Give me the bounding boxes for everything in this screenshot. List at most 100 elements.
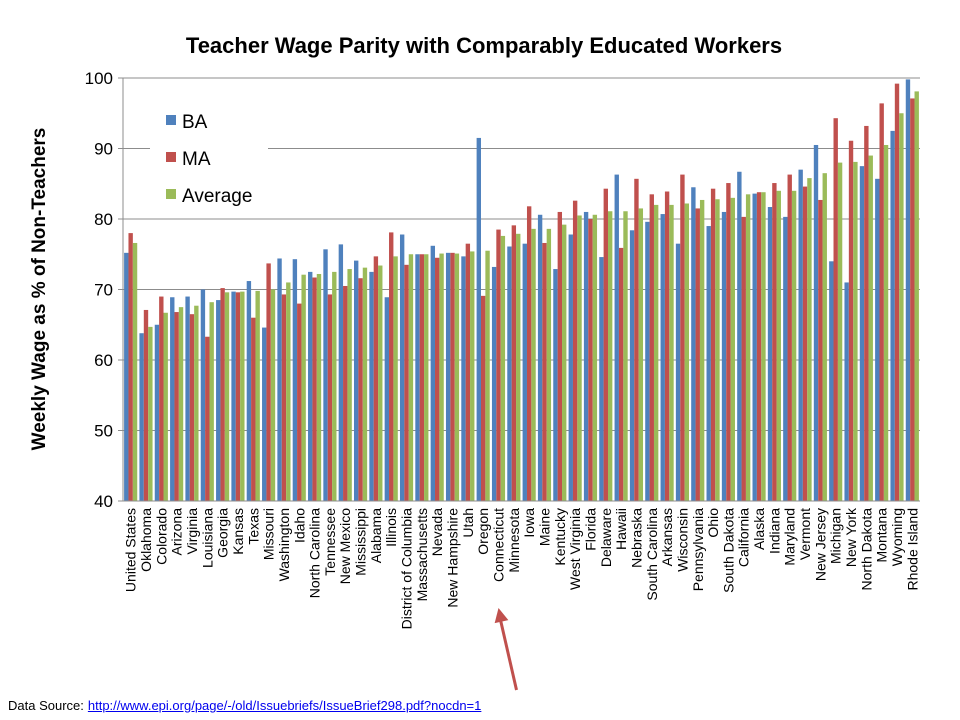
y-tick-label: 90: [94, 140, 113, 159]
x-tick-label: Wisconsin: [674, 508, 690, 572]
x-tick-labels: United States Oklahoma Colorado Arizona Virg…: [123, 507, 921, 629]
bar-average: [424, 254, 429, 501]
bar-ba: [813, 144, 819, 502]
bar-ba: [277, 258, 282, 501]
bar-ba: [660, 214, 665, 501]
bar-ma: [480, 295, 486, 501]
bar-ba: [124, 252, 129, 501]
x-tick-label: Utah: [460, 508, 476, 538]
x-tick-label: California: [736, 508, 752, 567]
x-tick-label: New York: [843, 507, 859, 567]
bar-average: [699, 199, 705, 501]
bar-average: [899, 113, 904, 501]
bar-average: [255, 290, 260, 501]
bar-average: [301, 274, 306, 501]
bar-ba: [583, 211, 589, 501]
bar-ba: [890, 130, 895, 502]
x-tick-label: Georgia: [215, 508, 231, 558]
bar-average: [868, 155, 873, 502]
bar-ba: [783, 216, 788, 501]
bar-ba: [614, 174, 619, 501]
x-tick-label: Delaware: [598, 508, 614, 567]
bar-average: [745, 194, 751, 501]
legend-label: Average: [182, 186, 252, 207]
y-tick-labels: 40 50 60 70 80 90 100: [85, 69, 113, 511]
x-tick-label: West Virginia: [567, 508, 583, 590]
bar-average: [623, 211, 628, 501]
bar-ma: [787, 174, 792, 501]
bar-average: [347, 269, 352, 501]
legend-swatch: [166, 152, 176, 162]
bar-ba: [399, 234, 405, 501]
axes: [118, 77, 920, 502]
x-tick-label: North Carolina: [307, 508, 323, 598]
y-tick-label: 100: [85, 69, 113, 88]
y-tick-label: 70: [94, 281, 113, 300]
bar-ba: [691, 187, 696, 501]
x-tick-label: New Hampshire: [445, 508, 461, 608]
bar-average: [730, 197, 735, 501]
x-tick-label: Louisiana: [199, 508, 215, 568]
bar-ba: [231, 291, 236, 501]
bar-average: [776, 190, 781, 502]
bar-ma: [710, 188, 716, 501]
x-tick-label: Wyoming: [889, 508, 905, 566]
bar-ba: [675, 243, 681, 501]
x-tick-label: Pennsylvania: [690, 508, 706, 591]
bar-average: [286, 282, 291, 501]
legend-swatch: [166, 115, 176, 125]
bar-ma: [281, 294, 287, 501]
bar-average: [470, 251, 475, 501]
x-tick-label: Montana: [874, 508, 890, 563]
y-tick-label: 50: [94, 422, 113, 441]
bar-average: [684, 203, 689, 502]
bar-ba: [737, 171, 742, 501]
bar-average: [592, 214, 598, 501]
bar-average: [577, 215, 582, 501]
x-tick-label: South Carolina: [644, 508, 660, 601]
legend-label: BA: [182, 112, 208, 133]
bar-ma: [848, 140, 854, 501]
y-tick-label: 80: [94, 210, 113, 229]
y-tick-label: 40: [94, 492, 113, 511]
bar-ma: [450, 252, 455, 501]
bar-ba: [522, 243, 527, 501]
bar-ba: [415, 254, 420, 501]
bar-ma: [496, 229, 501, 501]
bar-ma: [174, 312, 179, 501]
bar-ma: [343, 285, 348, 501]
bar-ma: [235, 292, 241, 501]
bar-ba: [262, 327, 267, 501]
bar-ma: [189, 314, 195, 501]
bar-average: [761, 192, 766, 501]
bar-ba: [721, 211, 727, 501]
bar-ma: [557, 211, 563, 501]
bar-ba: [308, 271, 313, 502]
bar-ma: [695, 208, 700, 501]
data-source-link[interactable]: http://www.epi.org/page/-/old/Issuebrief…: [87, 698, 482, 713]
bar-average: [378, 265, 383, 501]
bar-ma: [634, 178, 639, 501]
bar-average: [408, 254, 414, 501]
bar-ba: [216, 300, 221, 501]
x-tick-label: Massachusetts: [414, 508, 430, 601]
bar-ma: [404, 264, 409, 501]
bar-average: [822, 173, 827, 501]
bar-ba: [491, 266, 497, 501]
bar-ma: [542, 242, 547, 501]
bar-ma: [312, 277, 317, 501]
bar-ba: [599, 257, 604, 501]
legend-swatch: [166, 189, 176, 199]
bar-ba: [430, 245, 436, 501]
bar-average: [485, 250, 490, 501]
bar-ba: [798, 169, 803, 501]
x-tick-label: North Dakota: [858, 508, 874, 591]
x-tick-label: New Mexico: [337, 508, 353, 584]
arrow-shaft: [499, 619, 518, 691]
legend: BA MA Average: [150, 103, 268, 215]
bar-ma: [143, 309, 149, 501]
bar-ma: [327, 294, 333, 501]
bar-ma: [511, 225, 517, 501]
bar-average: [883, 144, 889, 502]
